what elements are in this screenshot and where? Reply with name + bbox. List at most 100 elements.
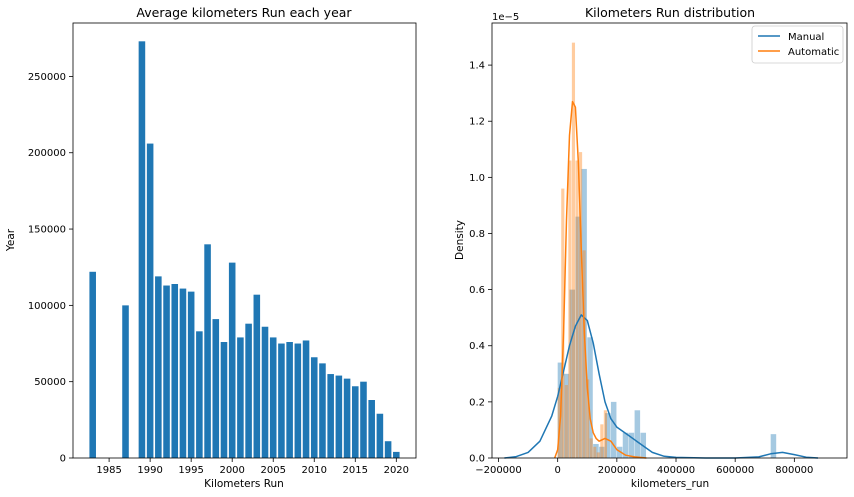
bar-2004 xyxy=(261,326,269,458)
y-tick-label-100000: 100000 xyxy=(28,301,66,312)
bar-2001 xyxy=(237,337,244,458)
hist-bar-manual-13 xyxy=(634,410,641,458)
bar-1996 xyxy=(196,331,203,458)
y-tick-label-250000: 250000 xyxy=(28,72,66,83)
hist-bar-automatic-10 xyxy=(593,446,597,458)
hist-bar-automatic-9 xyxy=(589,438,593,458)
right-plot-frame xyxy=(491,22,848,459)
bar-2009 xyxy=(302,340,310,458)
x-tick-label-600000: 600000 xyxy=(716,465,754,476)
x-tick-label-800000: 800000 xyxy=(775,465,813,476)
x-tick-label-2005: 2005 xyxy=(260,465,285,476)
bar-1993 xyxy=(171,284,179,458)
x-tick-label-400000: 400000 xyxy=(657,465,695,476)
bar-2015 xyxy=(351,386,359,458)
bar-1998 xyxy=(212,319,220,458)
left-y-axis-ticks: 0 50000 100000 150000 200000 250000 xyxy=(28,72,73,465)
y-tick-label-0.6: 0.6 xyxy=(469,285,485,296)
bar-2012 xyxy=(327,374,334,458)
y-tick-label-0: 0.0 xyxy=(469,454,485,465)
bar-2005 xyxy=(269,337,277,458)
x-tick-label-2000: 2000 xyxy=(219,465,244,476)
hist-bar-manual-9 xyxy=(610,401,617,458)
x-tick-label-2015: 2015 xyxy=(343,465,368,476)
x-tick-label-1995: 1995 xyxy=(178,465,203,476)
y-tick-label-0.2: 0.2 xyxy=(469,397,485,408)
hist-bar-automatic-8 xyxy=(586,379,590,458)
bar-1991 xyxy=(155,276,162,458)
hist-bar-manual-11 xyxy=(622,432,629,458)
x-tick-label-0: 0 xyxy=(554,465,560,476)
bar-2010 xyxy=(310,357,318,458)
left-bars xyxy=(89,41,400,458)
bar-2008 xyxy=(294,343,302,458)
left-x-axis-label: Kilometers Run xyxy=(204,478,284,490)
kde-line-automatic xyxy=(553,100,647,459)
right-y-axis-ticks: 0.0 0.2 0.4 0.6 0.8 1.0 1.2 1.4 xyxy=(469,61,492,465)
bar-2011 xyxy=(319,363,326,458)
bar-2000 xyxy=(228,262,236,458)
y-tick-label-0.8: 0.8 xyxy=(469,229,485,240)
bar-2014 xyxy=(343,378,351,458)
hist-bar-manual-5 xyxy=(587,337,593,458)
legend-automatic-label: Automatic xyxy=(788,47,839,58)
right-x-axis-ticks: −200000 0 200000 400000 600000 800000 xyxy=(475,458,813,476)
bar-2016 xyxy=(360,381,367,458)
hist-bar-manual-10 xyxy=(616,446,623,458)
hist-bar-automatic-5 xyxy=(575,160,579,459)
legend-manual-label: Manual xyxy=(788,32,824,43)
left-chart-title: Average kilometers Run each year xyxy=(136,5,352,20)
bar-1983 xyxy=(89,271,96,458)
y-tick-label-200000: 200000 xyxy=(28,148,66,159)
bar-2017 xyxy=(368,400,375,458)
hist-bar-automatic-3 xyxy=(568,160,572,459)
hist-bar-automatic-1 xyxy=(561,188,565,459)
hist-bar-manual-8 xyxy=(605,413,611,458)
y-tick-label-1: 1.0 xyxy=(469,173,485,184)
bar-2002 xyxy=(245,323,252,458)
hist-bar-automatic-6 xyxy=(578,152,583,458)
hist-bar-manual-7 xyxy=(599,446,605,458)
x-tick-label-2010: 2010 xyxy=(302,465,327,476)
bar-1989 xyxy=(138,41,146,458)
legend: Manual Automatic xyxy=(751,25,844,64)
bar-2006 xyxy=(278,343,285,458)
left-x-axis-ticks: 1985 1990 1995 2000 2005 2010 2015 2020 xyxy=(96,458,409,476)
y-tick-label-50000: 50000 xyxy=(34,377,66,388)
y-tick-label-1.4: 1.4 xyxy=(469,61,485,72)
left-plot-frame xyxy=(72,22,417,459)
right-y-axis-label: Density xyxy=(454,220,466,260)
y-tick-label-1.2: 1.2 xyxy=(469,117,485,128)
hist-bar-automatic-7 xyxy=(582,250,586,458)
left-y-axis-label: Year xyxy=(5,228,17,252)
hist-bar-automatic-12 xyxy=(600,424,604,458)
right-x-axis-label: kilometers_run xyxy=(631,478,709,490)
bar-1999 xyxy=(220,342,228,458)
bar-2003 xyxy=(253,294,261,458)
x-tick-label-200000: 200000 xyxy=(598,465,636,476)
right-kde-lines xyxy=(504,100,819,459)
right-distribution-chart: Kilometers Run distribution 1e−5 −200000… xyxy=(454,5,848,490)
hist-bar-automatic-13 xyxy=(603,410,607,458)
hist-bar-manual-12 xyxy=(628,432,635,458)
hist-bar-manual-15 xyxy=(770,434,777,458)
kde-line-manual xyxy=(504,314,819,459)
bar-1994 xyxy=(179,288,187,458)
bar-2019 xyxy=(384,441,392,458)
y-tick-label-150000: 150000 xyxy=(28,225,66,236)
y-offset-label: 1e−5 xyxy=(492,12,519,23)
hist-bar-manual-1 xyxy=(563,373,570,458)
x-tick-label-1990: 1990 xyxy=(137,465,162,476)
bar-2013 xyxy=(335,375,343,458)
hist-bar-automatic-4 xyxy=(571,42,576,458)
bar-2020 xyxy=(393,451,400,458)
x-tick-label-1985: 1985 xyxy=(96,465,121,476)
bar-1997 xyxy=(204,244,211,458)
left-bar-chart: Average kilometers Run each year 1985 199… xyxy=(5,5,417,490)
bar-1992 xyxy=(163,285,170,458)
bar-1995 xyxy=(187,291,195,458)
bar-2018 xyxy=(376,413,384,458)
x-tick-label--200000: −200000 xyxy=(475,465,522,476)
bar-1990 xyxy=(146,143,154,458)
